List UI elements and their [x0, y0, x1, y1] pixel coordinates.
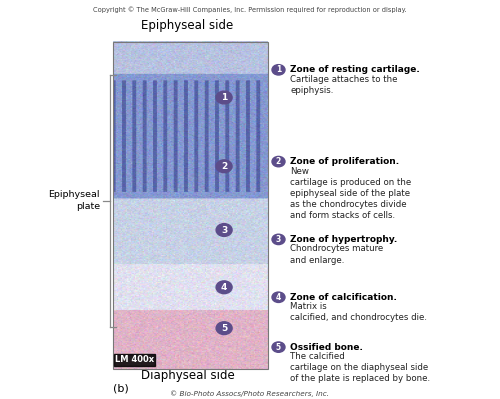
Text: 2: 2: [276, 157, 281, 166]
Text: New: New: [290, 167, 309, 176]
Text: calcified, and chondrocytes die.: calcified, and chondrocytes die.: [290, 314, 427, 322]
Text: of the plate is replaced by bone.: of the plate is replaced by bone.: [290, 375, 430, 383]
Text: 4: 4: [221, 283, 228, 292]
Text: The calcified: The calcified: [290, 352, 345, 361]
Text: 5: 5: [221, 324, 227, 333]
Text: Epiphyseal side: Epiphyseal side: [142, 19, 234, 32]
Text: 1: 1: [276, 65, 281, 74]
Text: 3: 3: [221, 225, 227, 235]
Text: (b): (b): [112, 383, 128, 393]
Circle shape: [272, 234, 285, 245]
Text: 5: 5: [276, 343, 281, 352]
Circle shape: [216, 223, 232, 236]
Text: as the chondrocytes divide: as the chondrocytes divide: [290, 200, 406, 209]
Text: epiphyseal side of the plate: epiphyseal side of the plate: [290, 189, 410, 198]
Text: and form stacks of cells.: and form stacks of cells.: [290, 211, 395, 220]
Circle shape: [216, 281, 232, 294]
Circle shape: [272, 292, 285, 302]
Text: 3: 3: [276, 235, 281, 244]
Circle shape: [216, 322, 232, 334]
Text: © Bio-Photo Assocs/Photo Researchers, Inc.: © Bio-Photo Assocs/Photo Researchers, In…: [170, 390, 330, 397]
Text: Chondrocytes mature: Chondrocytes mature: [290, 245, 384, 253]
Circle shape: [272, 65, 285, 75]
Text: and enlarge.: and enlarge.: [290, 256, 344, 265]
Text: 1: 1: [221, 93, 227, 102]
Text: Ossified bone.: Ossified bone.: [290, 343, 363, 352]
Bar: [112, 42, 268, 369]
Circle shape: [216, 91, 232, 104]
Text: 4: 4: [276, 293, 281, 302]
Text: Matrix is: Matrix is: [290, 302, 327, 311]
Text: cartilage on the diaphyseal side: cartilage on the diaphyseal side: [290, 363, 428, 372]
Text: Cartilage attaches to the: Cartilage attaches to the: [290, 75, 398, 84]
Circle shape: [272, 156, 285, 167]
Text: 2: 2: [221, 162, 227, 171]
Text: Zone of calcification.: Zone of calcification.: [290, 293, 397, 302]
Text: Zone of hypertrophy.: Zone of hypertrophy.: [290, 235, 398, 244]
Text: Copyright © The McGraw-Hill Companies, Inc. Permission required for reproduction: Copyright © The McGraw-Hill Companies, I…: [93, 6, 407, 13]
Text: epiphysis.: epiphysis.: [290, 86, 334, 95]
Text: cartilage is produced on the: cartilage is produced on the: [290, 178, 412, 187]
Circle shape: [272, 342, 285, 352]
Text: Zone of proliferation.: Zone of proliferation.: [290, 157, 399, 166]
Text: Epiphyseal
plate: Epiphyseal plate: [48, 190, 100, 211]
Circle shape: [216, 160, 232, 173]
Text: Diaphyseal side: Diaphyseal side: [140, 369, 234, 382]
Text: LM 400x: LM 400x: [115, 355, 154, 364]
Text: Zone of resting cartilage.: Zone of resting cartilage.: [290, 65, 420, 74]
